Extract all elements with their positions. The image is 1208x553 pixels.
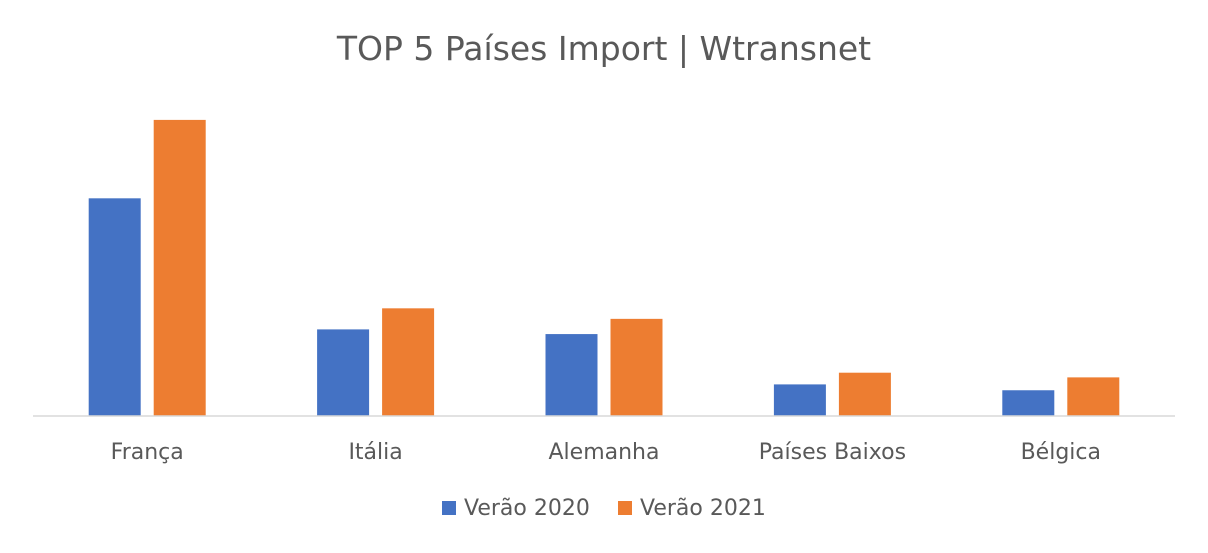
x-axis-ticks: França Itália Alemanha Países Baixos Bélgica (111, 440, 1101, 465)
legend-swatch-1 (442, 501, 456, 515)
bar-1-1 (88, 198, 141, 416)
legend-label-2: Verão 2021 (640, 496, 766, 521)
bar-1-5 (1002, 390, 1055, 416)
bar-2-3 (610, 318, 663, 416)
legend-label-1: Verão 2020 (464, 496, 590, 521)
bar-2-2 (382, 308, 435, 416)
bar-2-4 (838, 372, 891, 416)
x-tick-label: Itália (348, 440, 402, 465)
x-tick-label: França (111, 440, 184, 465)
bars-group (88, 119, 1120, 416)
x-tick-label: Bélgica (1021, 440, 1101, 465)
legend: Verão 2020 Verão 2021 (442, 496, 766, 521)
chart-title: TOP 5 Países Import | Wtransnet (336, 29, 871, 68)
bar-2-1 (153, 119, 206, 416)
bar-1-3 (545, 334, 598, 416)
bar-1-2 (317, 329, 370, 416)
x-tick-label: Alemanha (549, 440, 660, 465)
legend-swatch-2 (618, 501, 632, 515)
bar-2-5 (1067, 377, 1120, 416)
x-tick-label: Países Baixos (759, 440, 906, 465)
bar-1-4 (773, 384, 826, 416)
